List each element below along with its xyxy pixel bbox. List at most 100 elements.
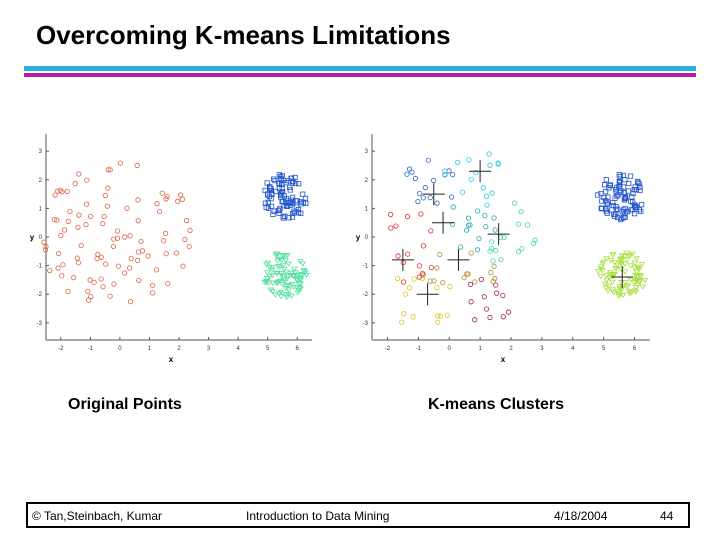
data-point bbox=[633, 256, 641, 262]
y-tick-label: 0 bbox=[39, 235, 43, 241]
data-point bbox=[295, 210, 302, 216]
data-point bbox=[617, 257, 625, 263]
data-point bbox=[300, 199, 306, 205]
data-point bbox=[617, 173, 623, 180]
data-point bbox=[293, 198, 299, 204]
data-point bbox=[282, 269, 290, 275]
data-point bbox=[638, 208, 644, 215]
data-point bbox=[175, 198, 181, 204]
data-point bbox=[482, 212, 488, 219]
data-point bbox=[618, 253, 626, 259]
data-point bbox=[603, 177, 609, 183]
data-point bbox=[268, 203, 275, 210]
data-point bbox=[67, 208, 73, 215]
data-point bbox=[621, 207, 627, 213]
data-point bbox=[47, 267, 53, 274]
data-point bbox=[111, 281, 117, 287]
data-point bbox=[285, 198, 291, 204]
data-point bbox=[54, 217, 60, 223]
data-point bbox=[415, 198, 421, 205]
x-tick-label: 5 bbox=[602, 346, 606, 352]
data-point bbox=[406, 166, 413, 172]
data-point bbox=[465, 271, 471, 277]
data-point bbox=[473, 170, 479, 176]
data-point bbox=[56, 250, 62, 257]
y-tick-label: 3 bbox=[39, 149, 43, 155]
data-point bbox=[173, 250, 180, 256]
title-rule-bottom bbox=[24, 73, 696, 77]
data-point bbox=[406, 285, 413, 291]
data-point bbox=[282, 213, 288, 219]
data-point bbox=[609, 252, 617, 258]
x-tick-label: 4 bbox=[236, 346, 240, 352]
data-point bbox=[98, 276, 104, 282]
data-point bbox=[635, 178, 641, 185]
data-point bbox=[61, 227, 68, 233]
footer-page: 44 bbox=[660, 509, 674, 523]
data-point bbox=[458, 244, 464, 250]
data-point bbox=[472, 279, 478, 285]
x-tick-label: 3 bbox=[207, 346, 211, 352]
data-point bbox=[420, 195, 426, 201]
data-point bbox=[88, 293, 94, 300]
data-point bbox=[505, 309, 512, 315]
data-point bbox=[488, 246, 495, 252]
data-point bbox=[501, 234, 507, 241]
data-point bbox=[280, 253, 288, 259]
data-point bbox=[395, 253, 401, 259]
data-point bbox=[122, 234, 128, 240]
data-point bbox=[296, 181, 302, 187]
data-point bbox=[626, 289, 633, 295]
data-point bbox=[272, 292, 279, 298]
data-point bbox=[127, 299, 134, 305]
data-point bbox=[622, 177, 628, 183]
footer-course: Introduction to Data Mining bbox=[246, 509, 390, 523]
caption-original-points: Original Points bbox=[68, 396, 182, 413]
data-point bbox=[110, 243, 117, 250]
data-point bbox=[282, 258, 289, 264]
data-point bbox=[638, 202, 645, 208]
footer-date: 4/18/2004 bbox=[554, 509, 608, 523]
data-point bbox=[467, 281, 474, 287]
data-point bbox=[607, 182, 614, 188]
data-point bbox=[65, 288, 71, 295]
data-point bbox=[179, 196, 186, 202]
data-point bbox=[488, 270, 494, 276]
data-point bbox=[623, 257, 631, 263]
data-point bbox=[65, 218, 71, 224]
data-point bbox=[637, 274, 644, 280]
data-point bbox=[411, 276, 417, 282]
data-point bbox=[431, 177, 437, 183]
data-point bbox=[284, 203, 291, 209]
data-point bbox=[282, 292, 290, 298]
data-point bbox=[450, 171, 456, 178]
data-point bbox=[263, 204, 269, 210]
data-point bbox=[59, 273, 65, 279]
data-point bbox=[604, 288, 612, 294]
data-point bbox=[150, 290, 156, 296]
data-point bbox=[624, 208, 631, 215]
data-point bbox=[187, 227, 193, 233]
data-point bbox=[88, 213, 94, 220]
data-point bbox=[419, 275, 425, 281]
data-point bbox=[153, 267, 160, 273]
data-point bbox=[449, 194, 455, 200]
data-point bbox=[616, 286, 624, 292]
data-point bbox=[275, 207, 281, 214]
data-point bbox=[609, 279, 616, 285]
data-point bbox=[135, 197, 141, 203]
data-point bbox=[490, 278, 496, 285]
data-point bbox=[183, 217, 190, 224]
kmeans-clusters-plot: -2 -1 0 1 2 3 4 5 6 3 2 1 0 -1 -2 -3 x y bbox=[356, 134, 650, 364]
data-point bbox=[105, 167, 111, 173]
data-point bbox=[632, 289, 640, 295]
data-point bbox=[483, 306, 490, 312]
data-point bbox=[474, 208, 481, 214]
data-point bbox=[138, 238, 144, 245]
data-point bbox=[465, 215, 472, 221]
data-point bbox=[294, 290, 302, 296]
data-point bbox=[156, 208, 163, 215]
data-point bbox=[434, 265, 440, 271]
data-point bbox=[627, 253, 634, 259]
